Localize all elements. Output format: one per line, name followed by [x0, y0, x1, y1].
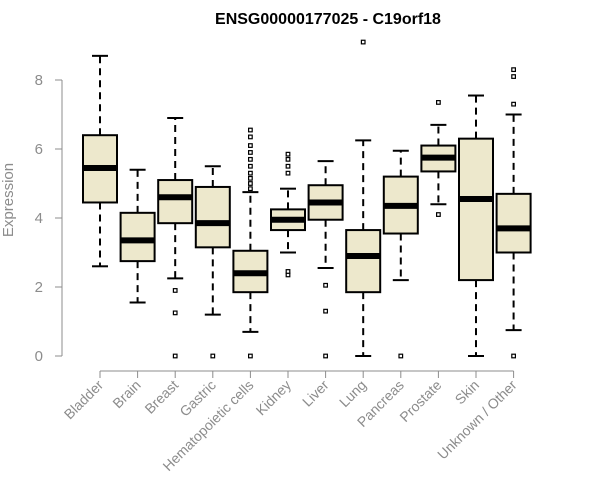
iqr-box — [458, 137, 494, 282]
box-breast — [157, 116, 194, 359]
y-tick-label: 4 — [35, 210, 43, 227]
outlier-point — [511, 353, 516, 359]
iqr-box — [495, 192, 532, 254]
outlier-point — [248, 163, 253, 169]
outlier-point — [285, 156, 291, 162]
y-axis-label: Expression — [0, 163, 17, 237]
outlier-point — [285, 163, 291, 169]
outlier-point — [285, 269, 291, 274]
outlier-point — [398, 353, 404, 359]
x-tick-label: Prostate — [396, 377, 444, 425]
iqr-box — [157, 179, 194, 225]
x-tick-label: Breast — [141, 377, 181, 417]
outlier-point — [285, 170, 291, 176]
outlier-point — [436, 100, 441, 105]
y-tick-label: 0 — [35, 348, 43, 365]
outlier-point — [248, 186, 253, 192]
box-brain — [119, 168, 156, 304]
iqr-box — [119, 211, 156, 263]
box-kidney — [270, 151, 306, 278]
outlier-point — [323, 308, 328, 314]
outlier-point — [248, 143, 253, 148]
iqr-box — [345, 229, 382, 294]
outlier-point — [172, 310, 178, 316]
outlier-point — [323, 353, 328, 359]
box-unknown-other — [495, 67, 532, 359]
x-tick-label: Brain — [109, 377, 143, 411]
outlier-point — [511, 67, 516, 73]
x-tick-label: Bladder — [61, 377, 107, 423]
box-liver — [307, 160, 344, 359]
boxes-group — [82, 39, 532, 359]
outlier-point — [285, 151, 291, 157]
outlier-point — [248, 170, 253, 176]
y-tick-label: 8 — [35, 72, 43, 89]
y-tick-label: 2 — [35, 279, 43, 296]
outlier-point — [248, 181, 253, 186]
y-tick-label: 6 — [35, 141, 43, 158]
outlier-point — [210, 353, 216, 359]
outlier-point — [248, 175, 253, 181]
y-axis: 0 2 4 6 8 — [35, 72, 63, 365]
outlier-point — [511, 101, 516, 107]
outlier-point — [360, 39, 366, 45]
x-tick-label: Liver — [299, 377, 332, 410]
chart-title: ENSG00000177025 - C19orf18 — [215, 11, 441, 28]
box-skin — [458, 94, 494, 357]
outlier-point — [248, 134, 253, 140]
box-hematopoietic-cells — [232, 127, 269, 359]
box-pancreas — [382, 149, 419, 359]
outlier-point — [248, 150, 253, 155]
box-prostate — [420, 100, 457, 217]
outlier-point — [511, 74, 516, 79]
box-gastric — [194, 165, 231, 359]
outlier-point — [248, 127, 253, 133]
outlier-point — [172, 288, 178, 293]
outlier-point — [248, 156, 253, 162]
iqr-box — [194, 185, 231, 249]
x-tick-label: Lung — [336, 377, 369, 410]
x-tick-label: Skin — [452, 377, 483, 408]
x-tick-label: Kidney — [253, 377, 295, 419]
outlier-point — [436, 212, 441, 217]
outlier-point — [172, 353, 178, 359]
box-lung — [345, 39, 382, 357]
outlier-point — [323, 282, 328, 288]
outlier-point — [248, 353, 253, 359]
box-bladder — [82, 54, 118, 268]
